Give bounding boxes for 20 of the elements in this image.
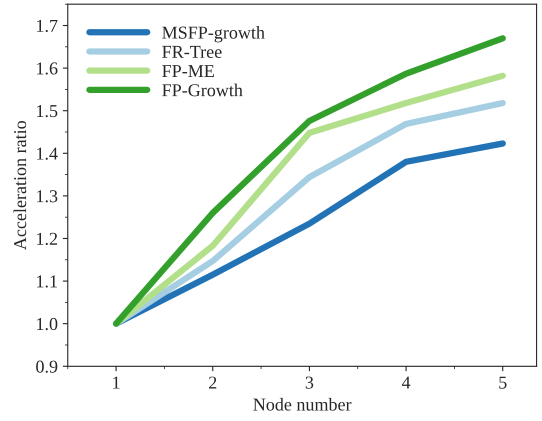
y-tick-label: 1.0 bbox=[37, 318, 58, 330]
y-tick-label: 1.7 bbox=[37, 20, 58, 32]
y-tick-label: 1.4 bbox=[37, 148, 58, 160]
y-tick-label: 1.1 bbox=[37, 275, 57, 288]
legend-label: FP-ME bbox=[162, 65, 214, 77]
legend-label: MSFP-growth bbox=[162, 26, 265, 42]
x-axis-title: Node number bbox=[253, 398, 352, 411]
y-tick-label: 1.3 bbox=[37, 190, 58, 202]
x-tick-label: 4 bbox=[402, 376, 410, 389]
x-tick-label: 3 bbox=[306, 376, 314, 389]
x-tick-label: 2 bbox=[209, 376, 216, 389]
x-tick-label: 5 bbox=[499, 376, 507, 389]
y-tick-label: 1.5 bbox=[37, 105, 58, 118]
y-tick-label: 1.2 bbox=[37, 232, 58, 246]
legend-label: FP-Growth bbox=[162, 84, 243, 96]
y-tick-label: 1.6 bbox=[37, 62, 58, 75]
y-tick-label: 0.9 bbox=[36, 360, 58, 373]
y-axis-title: Acceleration ratio bbox=[14, 121, 26, 250]
x-tick-label: 1 bbox=[113, 376, 120, 389]
legend-label: FR-Tree bbox=[162, 46, 222, 58]
